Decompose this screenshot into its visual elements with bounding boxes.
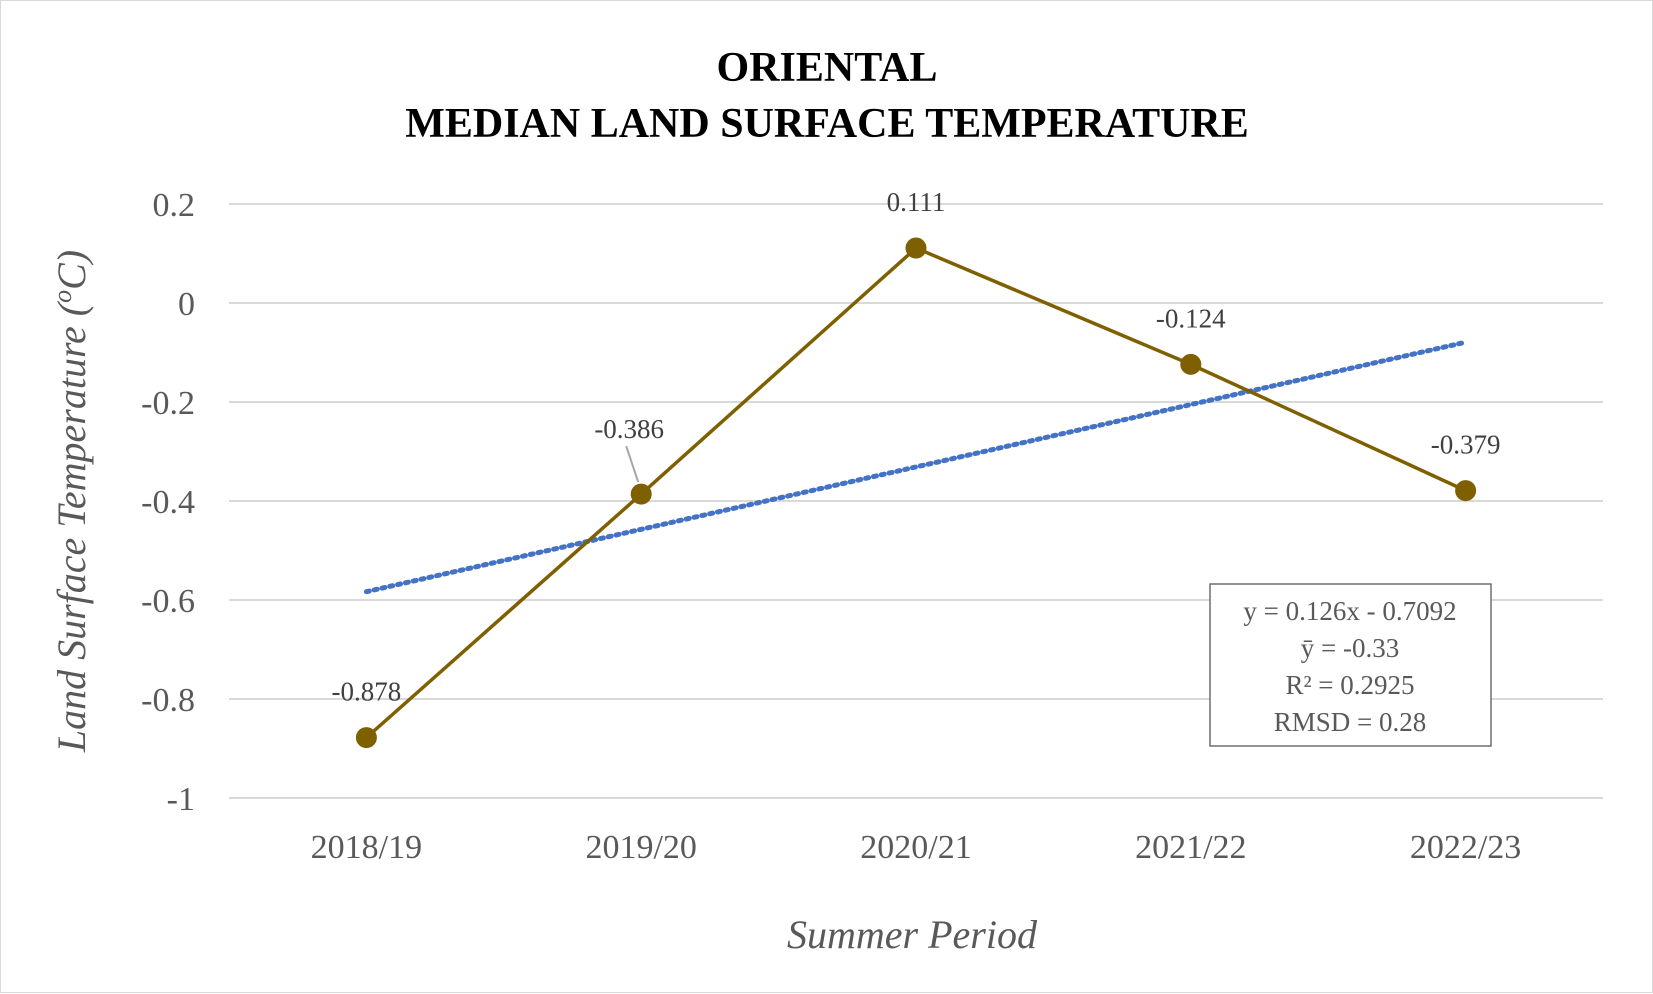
data-label: -0.386 <box>594 414 664 444</box>
gridlines <box>229 203 1603 799</box>
y-axis-ticks: 0.2 0 -0.2 -0.4 -0.6 -0.8 -1 <box>141 187 195 818</box>
y-axis-title-unit: C) <box>49 250 94 290</box>
trendline <box>363 339 1469 595</box>
y-tick-label: -0.8 <box>141 682 195 719</box>
data-label-leader <box>625 445 640 483</box>
y-axis-title: Land Surface Temperature (oC) <box>48 250 94 753</box>
data-label: 0.111 <box>887 187 946 217</box>
y-axis-title-unit-sup: o <box>48 290 77 303</box>
stats-mean: ȳ = -0.33 <box>1301 633 1399 663</box>
y-axis-title-text: Land Surface Temperature ( <box>49 300 94 753</box>
y-tick-label: 0.2 <box>153 187 196 224</box>
x-tick-label: 2022/23 <box>1410 829 1521 866</box>
x-axis-ticks: 2018/19 2019/20 2020/21 2021/22 2022/23 <box>311 829 1522 866</box>
y-tick-label: -0.2 <box>141 385 195 422</box>
x-tick-label: 2019/20 <box>585 829 696 866</box>
y-tick-label: -0.4 <box>141 484 195 521</box>
data-point <box>1455 480 1477 502</box>
data-labels: -0.878 -0.386 0.111 -0.124 -0.379 <box>332 187 1501 707</box>
y-tick-label: 0 <box>178 286 195 323</box>
y-tick-label: -1 <box>167 781 195 818</box>
x-tick-label: 2021/22 <box>1135 829 1246 866</box>
x-tick-label: 2018/19 <box>311 829 422 866</box>
stats-equation: y = 0.126x - 0.7092 <box>1243 596 1456 626</box>
data-point <box>1180 353 1202 375</box>
chart-title-line-2: MEDIAN LAND SURFACE TEMPERATURE <box>405 101 1249 147</box>
chart-title-line-1: ORIENTAL <box>717 45 938 91</box>
trendline-path <box>363 339 1469 595</box>
stats-rmsd: RMSD = 0.28 <box>1274 707 1427 737</box>
y-tick-label: -0.6 <box>141 583 195 620</box>
data-label: -0.124 <box>1156 303 1226 333</box>
x-tick-label: 2020/21 <box>860 829 971 866</box>
series-line <box>355 237 1477 749</box>
data-point <box>355 727 377 749</box>
data-point <box>630 483 652 505</box>
data-point <box>905 237 927 259</box>
data-label: -0.878 <box>332 677 402 707</box>
stats-box <box>1209 583 1492 747</box>
data-label: -0.379 <box>1431 430 1501 460</box>
x-axis-title: Summer Period <box>787 912 1038 957</box>
stats-r-squared: R² = 0.2925 <box>1285 670 1414 700</box>
